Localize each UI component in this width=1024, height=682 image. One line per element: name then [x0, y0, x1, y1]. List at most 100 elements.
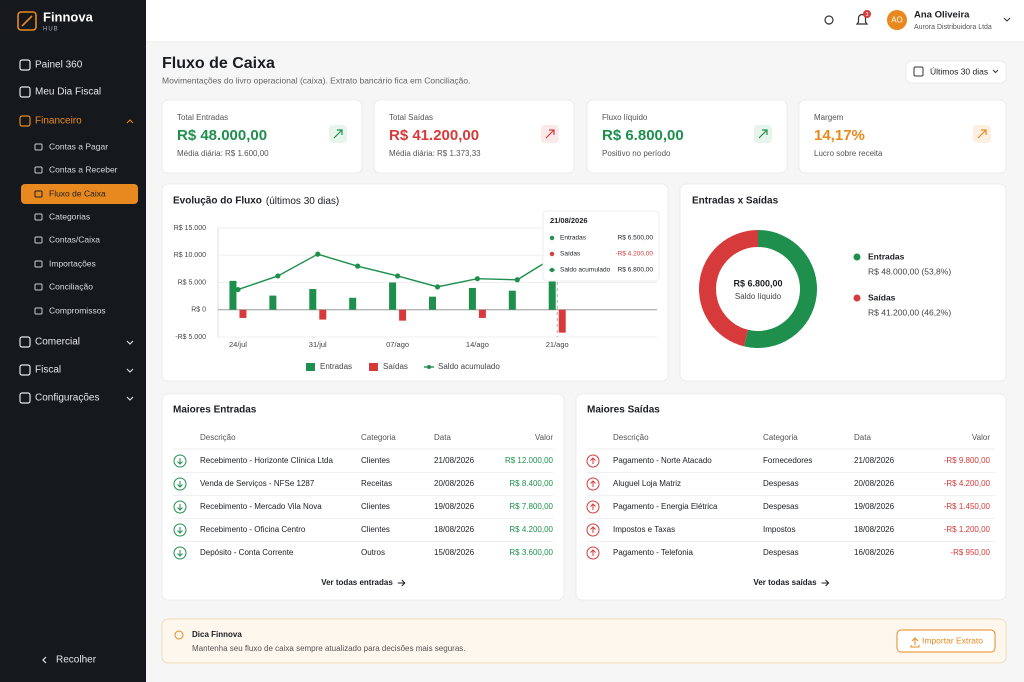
y-tick-label: R$ 10.000	[174, 252, 206, 259]
column-header: Data	[434, 433, 451, 442]
table-cell: 16/08/2026	[854, 548, 895, 557]
tooltip-title: 21/08/2026	[550, 216, 588, 225]
import-label[interactable]: Importar Extrato	[922, 635, 983, 645]
import-button[interactable]	[896, 629, 996, 653]
nav-item[interactable]: Financeiro	[35, 116, 82, 127]
table-cell: Despesas	[763, 502, 799, 511]
line-point	[235, 286, 241, 293]
kpi-card	[373, 99, 575, 174]
table-title: Maiores Entradas	[173, 405, 257, 416]
subnav-item[interactable]: Fluxo de Caixa	[49, 188, 106, 198]
row-icon	[586, 500, 600, 514]
avatar[interactable]	[887, 10, 907, 30]
table-cell: Despesas	[763, 479, 799, 488]
subnav-item[interactable]: Contas/Caixa	[49, 234, 100, 244]
legend-label: Entradas	[320, 362, 352, 371]
x-tick-label: 21/ago	[546, 340, 569, 349]
table-cell: Clientes	[361, 525, 390, 534]
table-cell: R$ 8.400,00	[509, 479, 553, 488]
calendar-icon	[913, 66, 924, 77]
row-icon	[586, 523, 600, 537]
legend-swatch	[369, 363, 378, 371]
table-card	[575, 393, 1007, 601]
kpi-card	[161, 99, 363, 174]
table-cell: Impostos e Taxas	[613, 525, 675, 534]
nav-item[interactable]: Meu Dia Fiscal	[35, 87, 101, 98]
y-tick-label: -R$ 5.000	[175, 334, 206, 341]
subnav-item[interactable]: Importações	[49, 258, 96, 268]
x-tick-label: 24/jul	[229, 340, 247, 349]
badge	[863, 10, 871, 18]
tooltip-label: Entradas	[560, 235, 587, 242]
nav-item[interactable]: Painel 360	[35, 60, 83, 71]
nav-icon	[19, 86, 31, 98]
nav-item[interactable]: Configurações	[35, 393, 99, 404]
period[interactable]: Últimos 30 dias	[930, 66, 988, 76]
tooltip-value: R$ 6.800,00	[618, 267, 654, 274]
chart-title: Evolução do Fluxo (últimos 30 dias)	[173, 196, 339, 207]
nav-icon	[19, 364, 31, 376]
bar	[399, 309, 407, 321]
table-link[interactable]: Ver todas saídas	[753, 578, 817, 587]
row-arrow	[177, 458, 183, 465]
row-icon	[173, 477, 187, 491]
bar	[269, 295, 277, 310]
link-arrow	[397, 579, 406, 587]
nav-icon	[19, 115, 31, 127]
subnav-item[interactable]: Contas a Pagar	[49, 141, 108, 151]
subnav-item[interactable]: Categorias	[49, 211, 90, 221]
line-point	[394, 273, 401, 279]
brand-sub: HUB	[43, 27, 59, 33]
table-cell: Outros	[361, 548, 385, 557]
subnav-item[interactable]: Compromissos	[49, 305, 106, 315]
table-cell: Clientes	[361, 502, 390, 511]
bar	[429, 296, 436, 310]
table-cell: -R$ 950,00	[950, 548, 990, 557]
column-header: Categoria	[763, 433, 798, 442]
row-arrow	[590, 549, 596, 556]
nav-item[interactable]: Fiscal	[35, 365, 61, 376]
table-title: Maiores Saídas	[587, 405, 660, 416]
table-cell: Fornecedores	[763, 456, 812, 465]
bar	[548, 274, 556, 310]
nav-icon	[19, 392, 31, 404]
legend-value: R$ 48.000,00 (53,8%)	[868, 266, 951, 276]
table-cell: -R$ 4.200,00	[944, 479, 991, 488]
table-cell: 20/08/2026	[854, 479, 895, 488]
chevron	[126, 340, 134, 345]
bar	[309, 289, 317, 310]
tip-banner	[161, 618, 1007, 664]
subnav-icon	[34, 260, 43, 268]
subnav-icon	[34, 283, 43, 291]
row-icon	[586, 477, 600, 491]
row-arrow	[590, 503, 596, 510]
subnav-item[interactable]: Conciliação	[49, 281, 93, 291]
user-menu[interactable]	[1003, 17, 1011, 22]
kpi-note: Média diária: R$ 1.600,00	[177, 149, 269, 158]
table-cell: Depósito - Conta Corrente	[200, 548, 294, 557]
column-header: Descrição	[613, 433, 649, 442]
row-arrow	[177, 550, 183, 557]
avatar-initials: AO	[891, 16, 903, 25]
theme-toggle[interactable]	[824, 15, 834, 25]
kpi-label: Margem	[814, 113, 844, 122]
collapse[interactable]: Recolher	[56, 655, 97, 666]
period-chevron	[992, 69, 999, 74]
subnav-icon	[34, 307, 43, 315]
subnav-item[interactable]: Contas a Receber	[49, 164, 118, 174]
table-link[interactable]: Ver todas entradas	[321, 578, 393, 587]
nav-item[interactable]: Comercial	[35, 337, 80, 348]
table-cell: Receitas	[361, 479, 392, 488]
subnav-icon	[34, 143, 43, 151]
kpi-label: Total Saídas	[389, 113, 433, 122]
donut-slice	[699, 230, 758, 347]
table-cell: 19/08/2026	[854, 502, 895, 511]
notifications[interactable]	[855, 13, 869, 25]
tooltip-swatch	[549, 235, 555, 241]
link-arrow	[821, 579, 830, 587]
legend-label: Saídas	[383, 362, 408, 371]
bar	[349, 297, 357, 310]
period-select[interactable]	[905, 60, 1007, 84]
legend-value: R$ 41.200,00 (46,2%)	[868, 307, 951, 317]
